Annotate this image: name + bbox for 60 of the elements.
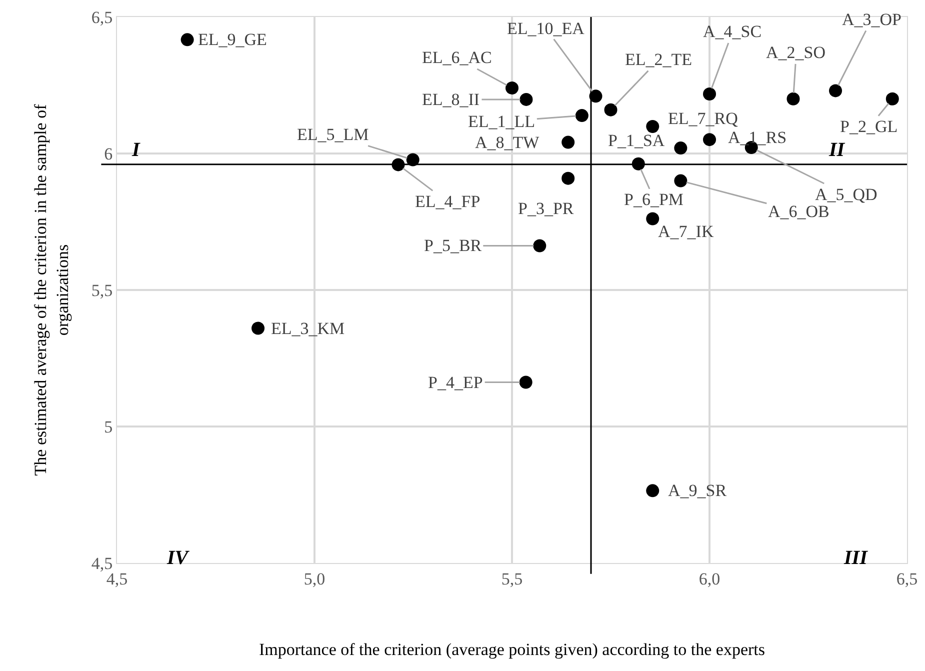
annotation: EL_9_GE — [198, 30, 267, 49]
annotation: EL_3_KM — [271, 319, 345, 338]
annotation: EL_8_II — [422, 90, 480, 109]
annotation: P_5_BR — [424, 236, 482, 255]
annotation: P_1_SA — [608, 131, 666, 150]
annotation: II — [828, 139, 846, 161]
x-tick-label: 5,0 — [304, 569, 326, 588]
annotation: A_5_QD — [815, 185, 878, 204]
point — [886, 92, 899, 106]
x-tick-label: 5,5 — [501, 569, 523, 588]
y-tick-label: 6,5 — [91, 8, 113, 27]
annotation: P_6_PM — [624, 190, 684, 209]
y-tick-label: 5 — [104, 417, 113, 436]
point — [829, 84, 842, 98]
point — [180, 33, 194, 46]
point — [575, 109, 588, 122]
annotation: A_8_TW — [475, 133, 540, 152]
annotation: EL_6_AC — [422, 48, 492, 67]
annotation: IV — [166, 547, 190, 569]
point — [506, 81, 518, 94]
annotation: A_9_SR — [668, 481, 728, 500]
annotation: A_3_OP — [842, 10, 902, 29]
annotation: P_3_PR — [518, 199, 574, 218]
point — [520, 92, 533, 106]
annotation: P_2_GL — [840, 117, 898, 136]
point — [252, 322, 265, 335]
annotation: P_4_EP — [428, 373, 483, 392]
annotation: A_1_RS — [728, 128, 787, 147]
point — [604, 103, 618, 116]
x-axis-title: Importance of the criterion (average points given) according to the experts — [258, 640, 766, 659]
y-axis-title: The estimated average of the criterion in the sample of organizations — [30, 104, 72, 476]
annotation: III — [843, 547, 869, 569]
point — [533, 239, 546, 252]
x-tick-label: 6,0 — [698, 569, 720, 588]
y-tick-label: 6 — [104, 144, 113, 164]
annotation: I — [131, 139, 141, 161]
annotation: A_6_OB — [768, 202, 830, 221]
point — [562, 136, 575, 149]
point — [646, 120, 660, 133]
point — [674, 142, 688, 155]
annotation: EL_1_LL — [468, 112, 536, 131]
point — [646, 212, 660, 226]
annotation: EL_10_EA — [507, 19, 586, 38]
x-tick-label: 6,5 — [896, 569, 918, 588]
point — [562, 172, 575, 185]
annotation: EL_7_RQ — [668, 109, 738, 128]
annotation: A_7_IK — [658, 222, 714, 241]
point — [703, 87, 716, 100]
point — [786, 92, 800, 106]
point — [703, 133, 716, 146]
annotation: EL_4_FP — [415, 192, 480, 211]
y-tick-label: 4,5 — [91, 554, 113, 573]
point — [674, 174, 688, 188]
annotation: A_4_SC — [703, 22, 762, 41]
point — [646, 484, 660, 498]
point — [519, 376, 532, 389]
annotation: EL_5_LM — [297, 125, 369, 144]
annotation: A_2_SO — [766, 43, 826, 62]
annotation: EL_2_TE — [625, 50, 692, 69]
y-tick-label: 5,5 — [91, 280, 113, 300]
